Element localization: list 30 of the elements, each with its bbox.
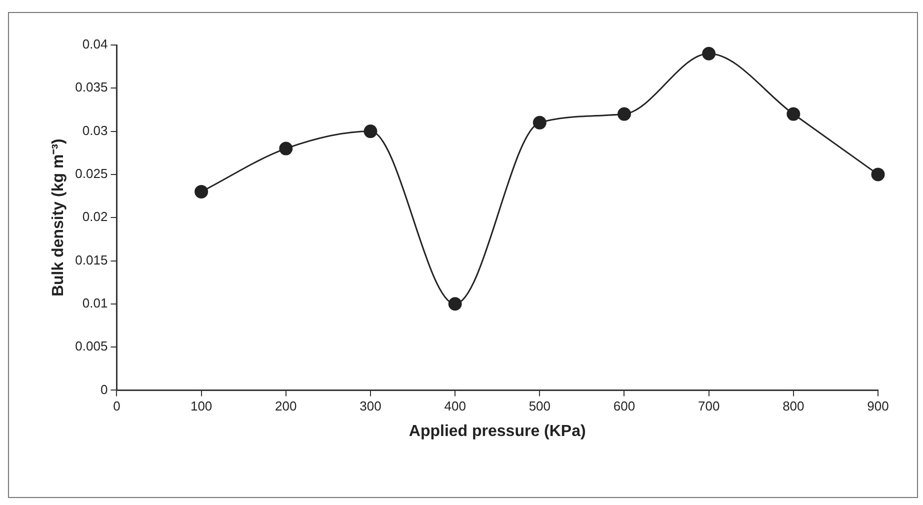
y-tick-label: 0.04 <box>82 36 108 52</box>
point <box>448 297 462 311</box>
point <box>702 46 716 60</box>
x-tick-label: 700 <box>698 398 720 414</box>
point <box>364 124 378 138</box>
y-tick-label: 0.035 <box>75 80 108 95</box>
y-tick-label: 0 <box>100 382 108 397</box>
x-tick-label: 100 <box>190 398 212 414</box>
point <box>786 107 800 121</box>
y-tick-label: 0.03 <box>82 122 108 138</box>
point <box>194 184 208 198</box>
x-tick-label: 800 <box>782 398 804 414</box>
x-tick-label: 300 <box>360 398 382 414</box>
point <box>617 107 631 121</box>
x-tick-label: 200 <box>275 398 297 414</box>
x-tick-label: 500 <box>528 398 551 414</box>
y-tick-label: 0.005 <box>75 338 108 354</box>
point <box>532 116 546 130</box>
point <box>279 142 293 156</box>
y-tick-label: 0.025 <box>75 166 108 182</box>
point <box>871 168 885 182</box>
x-tick-label: 600 <box>613 398 636 414</box>
x-axis-title: Applied pressure (KPa) <box>408 422 586 440</box>
x-tick-label: 900 <box>867 398 889 414</box>
y-tick-label: 0.015 <box>75 252 108 268</box>
y-axis-title: Bulk density (kg m⁻³) <box>50 138 68 297</box>
y-tick-label: 0.02 <box>82 209 108 224</box>
x-tick-label: 400 <box>444 398 466 414</box>
y-tick-label: 0.01 <box>82 295 108 310</box>
x-tick-label: 0 <box>113 398 120 414</box>
